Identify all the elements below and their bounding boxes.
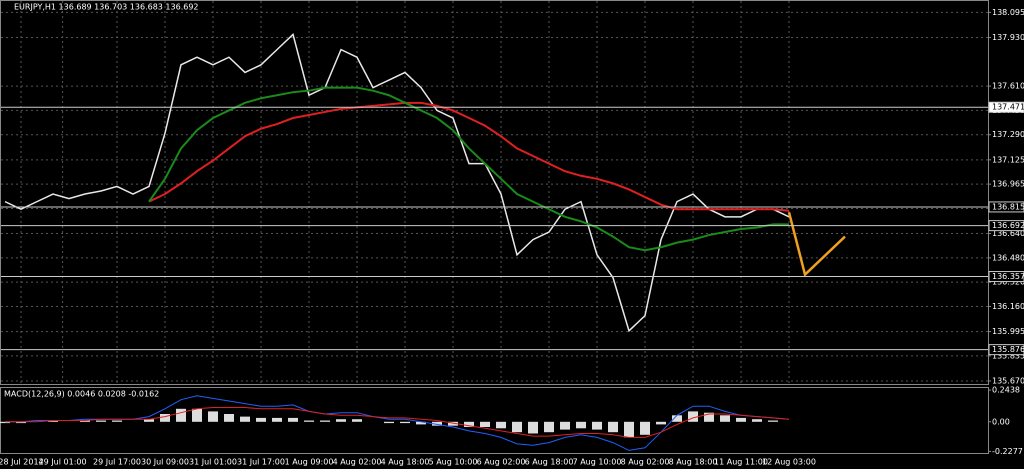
x-tick-label: 12 Aug 03:00: [762, 458, 816, 467]
x-tick-label: 11 Aug 11:00: [714, 458, 768, 467]
symbol-header: EURJPY,H1 136.689 136.703 136.683 136.69…: [14, 3, 199, 12]
macd-bar: [160, 414, 170, 422]
x-tick-label: 29 Jul 17:00: [93, 458, 141, 467]
macd-bar: [768, 420, 778, 422]
macd-bar: [288, 417, 298, 422]
macd-bar: [112, 420, 122, 422]
x-tick-label: 31 Jul 17:00: [237, 458, 285, 467]
macd-bar: [704, 412, 714, 422]
macd-bar: [464, 421, 474, 427]
forecast-zigzag: [787, 211, 846, 277]
y-tick-label: 136.965: [992, 180, 1024, 189]
macd-bar: [688, 411, 698, 422]
macd-line: [5, 407, 790, 438]
price-frame: [0, 0, 989, 385]
x-tick-label: 30 Jul 09:00: [141, 458, 189, 467]
level-label-box: [988, 220, 1024, 232]
macd-bar: [352, 419, 362, 422]
macd-label: MACD(12,26,9) 0.0046 0.0208 -0.0162: [4, 390, 159, 399]
macd-bar: [432, 421, 442, 426]
macd-bar: [192, 408, 202, 422]
x-tick-label: 8 Aug 18:00: [669, 458, 718, 467]
level-label-box: [988, 271, 1024, 283]
macd-bar: [256, 417, 266, 422]
x-tick-label: 5 Aug 10:00: [429, 458, 478, 467]
macd-bar: [0, 421, 10, 424]
macd-frame: [0, 387, 989, 454]
y-tick-label: 136.480: [992, 253, 1024, 262]
price-line: [4, 33, 790, 333]
macd-bar: [240, 416, 250, 422]
macd-bar: [208, 411, 218, 422]
macd-bar: [640, 421, 650, 435]
level-label: 136.815: [992, 202, 1024, 211]
level-label: 136.357: [992, 272, 1024, 281]
macd-bar: [224, 414, 234, 422]
macd-bar: [624, 421, 634, 438]
macd-bar: [528, 421, 538, 434]
moving-average: [148, 86, 789, 252]
macd-bar: [512, 421, 522, 433]
macd-bar: [480, 421, 490, 427]
x-tick-label: 8 Aug 02:00: [621, 458, 670, 467]
macd-bar: [720, 415, 730, 422]
x-tick-label: 31 Jul 01:00: [189, 458, 237, 467]
y-tick-label: 136.320: [992, 278, 1024, 287]
macd-bar: [272, 417, 282, 422]
x-tick-label: 28 Jul 2014: [0, 458, 44, 467]
macd-bar: [592, 421, 602, 430]
macd-bar: [144, 419, 154, 422]
y-tick-label: 136.640: [992, 229, 1024, 238]
x-tick-label: 6 Aug 02:00: [477, 458, 526, 467]
macd-bar: [16, 421, 26, 424]
x-tick-label: 1 Aug 09:00: [285, 458, 334, 467]
level-label-box: [988, 101, 1024, 113]
macd-bar: [496, 421, 506, 429]
y-tick-label: -0.2277: [992, 447, 1023, 456]
macd-bar: [672, 415, 682, 422]
x-tick-label: 4 Aug 02:00: [333, 458, 382, 467]
macd-bar: [48, 420, 58, 422]
macd-bar: [608, 421, 618, 433]
y-tick-label: 135.670: [992, 376, 1024, 385]
y-tick-label: 137.930: [992, 33, 1024, 42]
macd-bar: [336, 419, 346, 422]
y-tick-label: 137.610: [992, 82, 1024, 91]
y-tick-label: 137.290: [992, 130, 1024, 139]
macd-bar: [576, 421, 586, 429]
x-tick-label: 4 Aug 18:00: [381, 458, 430, 467]
y-tick-label: 0.2438: [992, 386, 1020, 395]
moving-average: [148, 101, 790, 212]
macd-bar: [96, 420, 106, 422]
macd-bar: [560, 421, 570, 430]
macd-bar: [416, 421, 426, 425]
x-tick-label: 29 Jul 01:00: [39, 458, 87, 467]
macd-bar: [752, 419, 762, 422]
macd-bar: [80, 420, 90, 422]
macd-bar: [176, 408, 186, 422]
macd-bar: [400, 421, 410, 424]
macd-bar: [320, 420, 330, 422]
macd-bar: [736, 417, 746, 422]
macd-bar: [304, 420, 314, 422]
level-label: 135.876: [992, 345, 1024, 354]
y-tick-label: 137.125: [992, 155, 1024, 164]
level-label: 136.692: [992, 221, 1024, 230]
macd-bar: [544, 421, 554, 433]
macd-bar: [656, 421, 666, 425]
level-label: 137.471: [992, 103, 1024, 112]
y-tick-label: 135.995: [992, 327, 1024, 336]
macd-bar: [384, 421, 394, 424]
x-tick-label: 6 Aug 18:00: [525, 458, 574, 467]
level-label-box: [988, 201, 1024, 213]
macd-bar: [448, 421, 458, 426]
level-label-box: [988, 344, 1024, 356]
y-tick-label: 0.00: [992, 417, 1010, 426]
x-tick-label: 7 Aug 10:00: [573, 458, 622, 467]
y-tick-label: 138.095: [992, 8, 1024, 17]
y-tick-label: 135.835: [992, 351, 1024, 360]
y-tick-label: 136.160: [992, 302, 1024, 311]
